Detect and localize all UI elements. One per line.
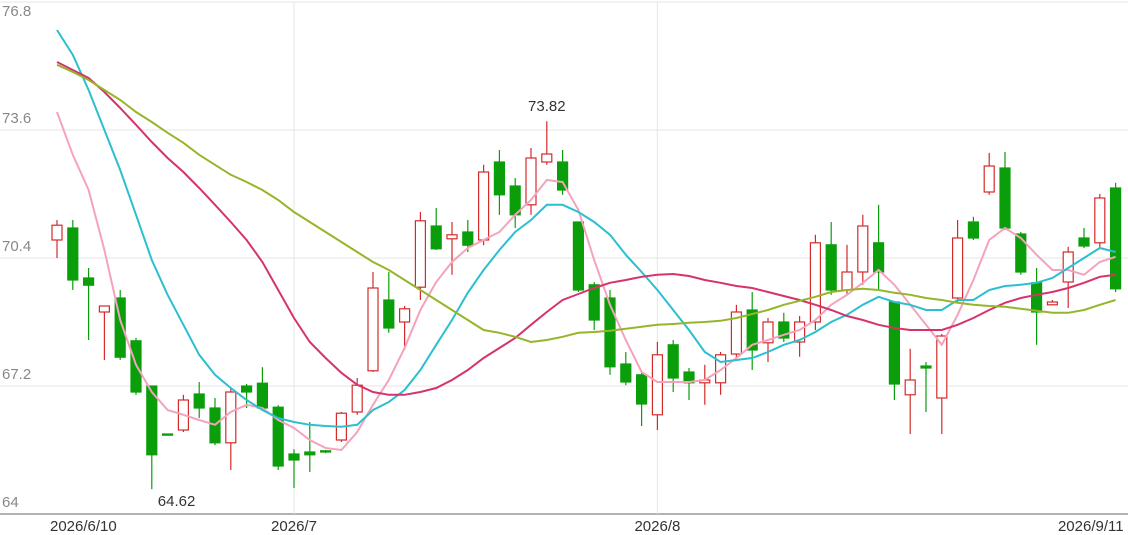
candle-body xyxy=(999,167,1011,229)
candle-body xyxy=(825,244,837,291)
candle-body xyxy=(430,225,442,250)
candle-body xyxy=(541,153,553,163)
candle-body xyxy=(635,374,648,405)
y-tick-label: 73.6 xyxy=(2,110,31,127)
x-tick-label: 2026/7 xyxy=(271,518,317,535)
candle-body xyxy=(367,287,379,372)
candle-body xyxy=(383,299,395,329)
candle-body xyxy=(604,297,616,368)
ma-line xyxy=(56,63,1116,344)
candle-body xyxy=(304,451,316,456)
x-tick-label: 2026/9/11 xyxy=(1058,518,1124,535)
candle-body xyxy=(730,311,743,355)
candle-body xyxy=(225,391,237,444)
candle-body xyxy=(1078,237,1090,247)
candle-body xyxy=(256,382,268,409)
candle-body xyxy=(888,301,901,385)
candle-body xyxy=(462,231,474,246)
candle-body xyxy=(288,453,300,461)
candle-body xyxy=(193,393,205,409)
candle-body xyxy=(762,321,774,344)
candle-body xyxy=(67,227,79,281)
candle-body xyxy=(651,354,664,416)
candle-body xyxy=(588,284,600,321)
candle-body xyxy=(1109,187,1122,290)
candle-body xyxy=(1015,233,1027,273)
candle-body xyxy=(162,433,174,436)
candle-body xyxy=(1046,301,1059,306)
candle-body xyxy=(556,161,569,191)
candle-body xyxy=(351,384,363,413)
y-tick-label: 67.2 xyxy=(2,366,31,383)
x-tick-label: 2026/8 xyxy=(634,518,680,535)
candle-body xyxy=(746,309,758,351)
x-tick-label: 2026/6/10 xyxy=(50,518,117,535)
candle-body xyxy=(620,363,632,383)
candle-body xyxy=(967,221,980,239)
candle-body xyxy=(493,161,505,196)
ma-line xyxy=(56,61,1116,396)
candle-body xyxy=(983,165,995,193)
candle-body xyxy=(272,406,284,467)
candle-body xyxy=(146,385,158,456)
candle-body xyxy=(446,234,458,240)
candle-body xyxy=(778,321,790,339)
ma-line xyxy=(56,29,1116,428)
candle-body xyxy=(920,365,932,369)
candle-body xyxy=(857,225,869,273)
high-annotation: 73.82 xyxy=(528,98,566,115)
candle-body xyxy=(525,157,537,206)
candle-body xyxy=(414,220,426,288)
candle-body xyxy=(399,308,411,323)
candle-body xyxy=(51,224,63,241)
candle-body xyxy=(809,242,822,323)
candle-body xyxy=(478,171,490,241)
candle-body xyxy=(98,305,111,313)
candle-body xyxy=(1030,282,1043,313)
y-tick-label: 70.4 xyxy=(2,238,31,255)
candle-body xyxy=(82,277,95,286)
candle-body xyxy=(320,450,332,453)
y-tick-label: 64 xyxy=(2,494,19,511)
y-tick-label: 76.8 xyxy=(2,3,31,20)
candle-body xyxy=(241,385,253,393)
candle-body xyxy=(872,242,885,273)
candle-body xyxy=(841,271,853,291)
candle-body xyxy=(904,379,916,396)
candle-body xyxy=(667,344,679,379)
candle-body xyxy=(936,335,948,399)
candle-body xyxy=(114,297,126,358)
candle-body xyxy=(572,221,585,291)
low-annotation: 64.62 xyxy=(158,493,196,510)
candle-body xyxy=(951,237,964,299)
ma-line xyxy=(56,111,1116,452)
candle-body xyxy=(1094,197,1106,244)
